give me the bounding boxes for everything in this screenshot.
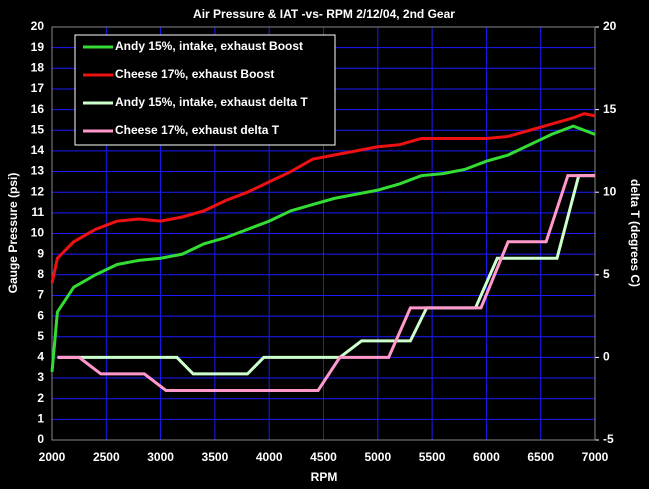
y-tick-label: 12 <box>31 184 45 198</box>
legend-label: Andy 15%, intake, exhaust Boost <box>115 39 303 53</box>
y-tick-label: 9 <box>37 246 44 260</box>
x-tick-label: 6500 <box>527 450 554 464</box>
y-tick-label: 0 <box>37 432 44 446</box>
y-tick-label: 4 <box>37 350 44 364</box>
y-tick-label: 7 <box>37 288 44 302</box>
legend-label: Cheese 17%, exhaust delta T <box>115 123 280 137</box>
y-axis-label: Gauge Pressure (psi) <box>6 173 20 294</box>
plot-frame <box>51 26 596 441</box>
y2-tick-label: 10 <box>603 184 617 198</box>
line-series <box>57 174 595 376</box>
legend-box <box>74 34 336 146</box>
y-tick-label: 3 <box>37 370 44 384</box>
x-tick-label: 2500 <box>93 450 120 464</box>
x-tick-label: 4500 <box>310 450 337 464</box>
y-tick-label: 8 <box>37 267 44 281</box>
y-tick-label: 6 <box>37 308 44 322</box>
x-axis-label: RPM <box>311 470 338 484</box>
y2-tick-label: 20 <box>603 19 617 33</box>
y2-tick-label: 0 <box>603 350 610 364</box>
x-tick-label: 3000 <box>147 450 174 464</box>
line-series <box>50 124 596 372</box>
x-tick-label: 7000 <box>582 450 609 464</box>
x-tick-label: 2000 <box>39 450 66 464</box>
line-series <box>50 112 596 284</box>
chart-title: Air Pressure & IAT -vs- RPM 2/12/04, 2nd… <box>193 7 455 21</box>
y-tick-label: 16 <box>31 102 45 116</box>
x-tick-label: 4000 <box>256 450 283 464</box>
y2-axis-label: delta T (degrees C) <box>628 179 642 287</box>
y-tick-label: 17 <box>31 81 45 95</box>
x-tick-label: 5500 <box>419 450 446 464</box>
y-tick-label: 18 <box>31 60 45 74</box>
y-tick-label: 20 <box>31 19 45 33</box>
y-tick-label: 15 <box>31 122 45 136</box>
x-tick-label: 6000 <box>473 450 500 464</box>
x-tick-label: 3500 <box>202 450 229 464</box>
y-tick-label: 13 <box>31 164 45 178</box>
x-tick-label: 5000 <box>364 450 391 464</box>
y-tick-label: 19 <box>31 40 45 54</box>
y2-tick-label: 15 <box>603 102 617 116</box>
y2-tick-label: -5 <box>603 432 614 446</box>
y2-tick-label: 5 <box>603 267 610 281</box>
y-tick-label: 5 <box>37 329 44 343</box>
legend-label: Cheese 17%, exhaust Boost <box>115 67 274 81</box>
y-tick-label: 1 <box>37 412 44 426</box>
y-tick-label: 10 <box>31 226 45 240</box>
line-series <box>57 174 595 392</box>
y-tick-label: 11 <box>31 205 44 219</box>
y-tick-label: 14 <box>31 143 45 157</box>
y-tick-label: 2 <box>37 391 44 405</box>
legend-label: Andy 15%, intake, exhaust delta T <box>115 95 308 109</box>
